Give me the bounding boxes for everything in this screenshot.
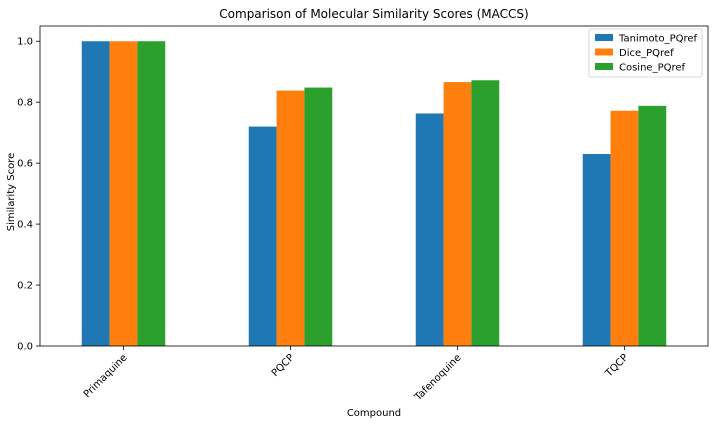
bar-cosine_pqref-tafenoquine bbox=[471, 80, 500, 346]
plot-area bbox=[39, 25, 709, 347]
legend-label: Dice_PQref bbox=[619, 48, 674, 59]
y-axis: 0.0 0.2 0.4 0.6 0.8 1.0 bbox=[17, 37, 40, 353]
bar-tanimoto_pqref-pqcp bbox=[248, 126, 277, 346]
bar-tanimoto_pqref-tafenoquine bbox=[415, 113, 444, 346]
legend-swatch bbox=[595, 34, 613, 41]
x-axis: Primaquine PQCP Tafenoquine TQCP bbox=[82, 346, 631, 404]
chart-title: Comparison of Molecular Similarity Score… bbox=[219, 7, 528, 21]
bar-dice_pqref-tqcp bbox=[610, 110, 639, 346]
legend-box bbox=[588, 28, 703, 78]
y-tick-label: 0.2 bbox=[17, 281, 33, 292]
x-tick-label: PQCP bbox=[270, 352, 297, 379]
y-tick-label: 0.0 bbox=[17, 342, 33, 353]
legend-label: Tanimoto_PQref bbox=[618, 34, 698, 45]
y-tick-label: 0.8 bbox=[17, 98, 33, 109]
bar-dice_pqref-pqcp bbox=[276, 90, 305, 346]
bar-cosine_pqref-pqcp bbox=[304, 87, 333, 346]
bar-cosine_pqref-primaquine bbox=[137, 41, 166, 347]
bar-tanimoto_pqref-tqcp bbox=[582, 154, 611, 346]
x-tick-label: TQCP bbox=[603, 352, 631, 380]
legend-swatch bbox=[595, 63, 613, 70]
x-tick-label: Primaquine bbox=[82, 352, 130, 400]
bar-cosine_pqref-tqcp bbox=[638, 105, 667, 346]
plot-frame bbox=[39, 25, 709, 347]
y-tick-label: 0.4 bbox=[17, 220, 33, 231]
bar-dice_pqref-primaquine bbox=[109, 41, 138, 347]
y-tick-label: 0.6 bbox=[17, 159, 33, 170]
bar-dice_pqref-tafenoquine bbox=[443, 82, 472, 346]
legend: Tanimoto_PQref Dice_PQref Cosine_PQref bbox=[588, 28, 703, 78]
y-axis-label: Similarity Score bbox=[6, 153, 17, 231]
x-tick-label: Tafenoquine bbox=[412, 352, 463, 403]
x-axis-label: Compound bbox=[347, 408, 401, 419]
bar-tanimoto_pqref-primaquine bbox=[81, 41, 110, 347]
legend-swatch bbox=[595, 48, 613, 56]
legend-label: Cosine_PQref bbox=[619, 63, 686, 74]
y-tick-label: 1.0 bbox=[17, 37, 33, 48]
